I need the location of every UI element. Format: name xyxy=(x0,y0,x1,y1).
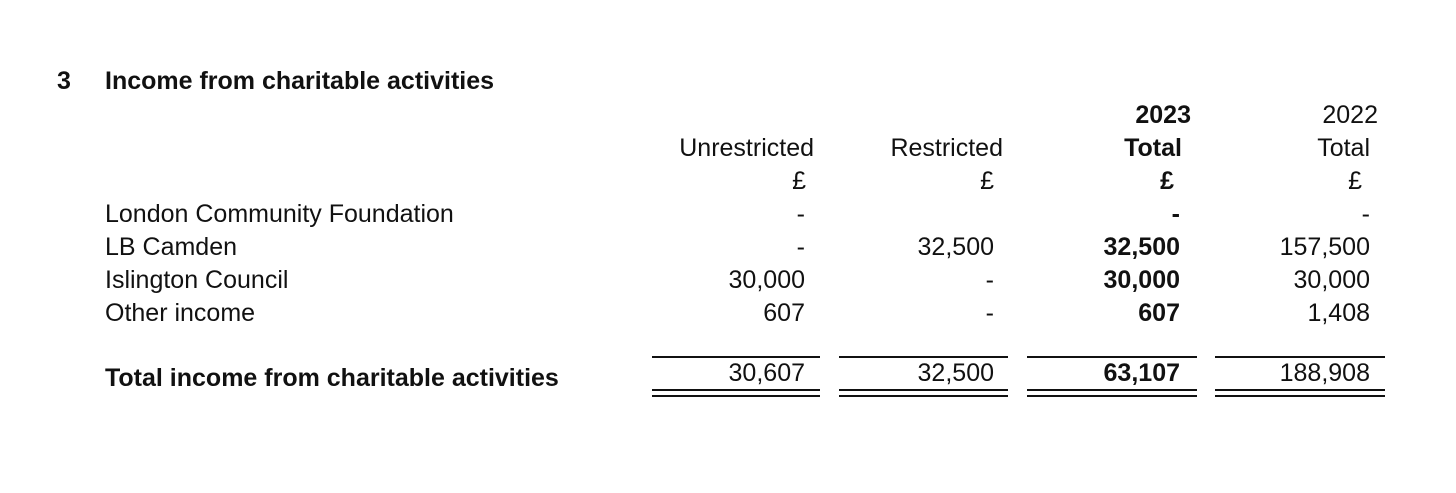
row-label-lb-camden: LB Camden xyxy=(105,233,238,261)
cell-unrestricted: 607 xyxy=(763,299,805,327)
column-year-2023: 2023 xyxy=(1135,101,1191,129)
column-heading-unrestricted: Unrestricted xyxy=(679,134,814,162)
cell-unrestricted: 30,000 xyxy=(728,266,805,294)
total-rule-double-1-total-2022 xyxy=(1215,389,1385,391)
total-rule-top-restricted xyxy=(839,356,1008,358)
total-rule-double-2-restricted xyxy=(839,395,1008,397)
column-heading-total-2023: Total xyxy=(1124,134,1182,162)
total-restricted: 32,500 xyxy=(917,359,994,387)
row-label-london-community-foundation: London Community Foundation xyxy=(105,200,454,228)
section-number: 3 xyxy=(57,67,71,95)
cell-total-2023: - xyxy=(1171,200,1180,228)
cell-restricted: - xyxy=(985,299,994,327)
total-rule-double-2-unrestricted xyxy=(652,395,820,397)
total-rule-top-total-2023 xyxy=(1027,356,1197,358)
cell-total-2022: 1,408 xyxy=(1307,299,1370,327)
row-label-other-income: Other income xyxy=(105,299,256,327)
cell-total-2023: 30,000 xyxy=(1103,266,1180,294)
column-unit-restricted: £ xyxy=(980,167,994,195)
column-heading-total-2022: Total xyxy=(1317,134,1370,162)
total-rule-double-1-total-2023 xyxy=(1027,389,1197,391)
cell-total-2023: 32,500 xyxy=(1103,233,1180,261)
cell-total-2022: - xyxy=(1361,200,1370,228)
total-unrestricted: 30,607 xyxy=(728,359,805,387)
column-unit-total-2022: £ xyxy=(1348,167,1362,195)
cell-unrestricted: - xyxy=(796,200,805,228)
total-rule-top-total-2022 xyxy=(1215,356,1385,358)
cell-total-2022: 30,000 xyxy=(1293,266,1370,294)
cell-unrestricted: - xyxy=(796,233,805,261)
total-rule-double-2-total-2022 xyxy=(1215,395,1385,397)
section-title: Income from charitable activities xyxy=(105,67,495,95)
total-rule-top-unrestricted xyxy=(652,356,820,358)
column-unit-unrestricted: £ xyxy=(792,167,806,195)
total-2022: 188,908 xyxy=(1279,359,1370,387)
cell-restricted: 32,500 xyxy=(917,233,994,261)
column-year-2022: 2022 xyxy=(1322,101,1378,129)
cell-restricted: - xyxy=(985,266,994,294)
column-heading-restricted: Restricted xyxy=(890,134,1003,162)
cell-total-2022: 157,500 xyxy=(1279,233,1370,261)
total-rule-double-2-total-2023 xyxy=(1027,395,1197,397)
column-unit-total-2023: £ xyxy=(1160,167,1174,195)
total-label: Total income from charitable activities xyxy=(105,364,559,392)
cell-total-2023: 607 xyxy=(1138,299,1180,327)
total-rule-double-1-unrestricted xyxy=(652,389,820,391)
total-2023: 63,107 xyxy=(1103,359,1180,387)
row-label-islington-council: Islington Council xyxy=(105,266,289,294)
total-rule-double-1-restricted xyxy=(839,389,1008,391)
